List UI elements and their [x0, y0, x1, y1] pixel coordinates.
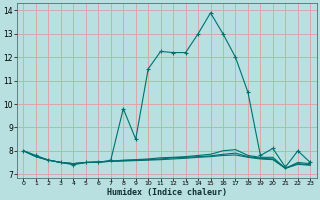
- X-axis label: Humidex (Indice chaleur): Humidex (Indice chaleur): [107, 188, 227, 197]
